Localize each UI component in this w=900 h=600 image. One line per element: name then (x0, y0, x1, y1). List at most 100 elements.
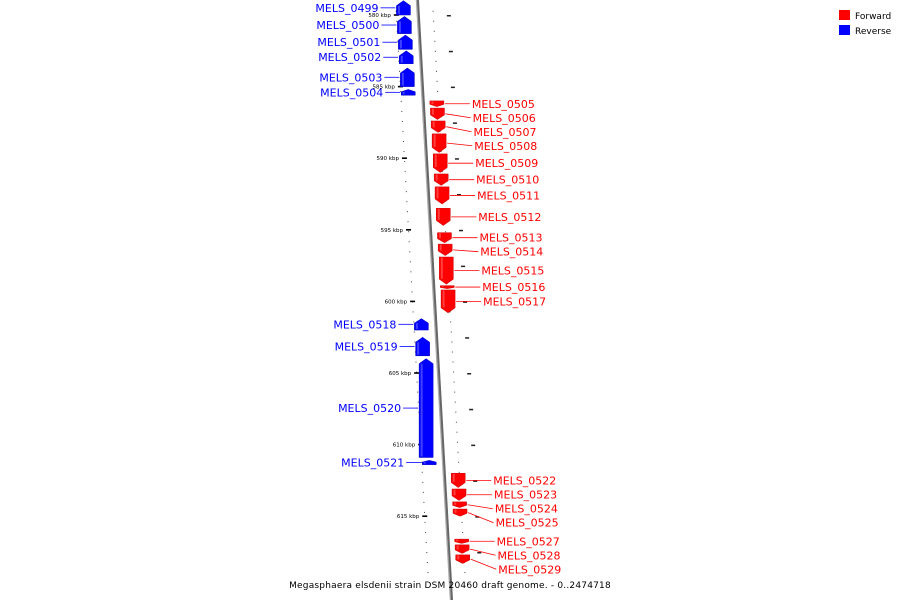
gene-arrow[interactable] (451, 488, 467, 501)
gene-arrow[interactable] (434, 186, 450, 205)
gene-label-leader (447, 142, 473, 147)
gene-label-mels_0527[interactable]: MELS_0527 (497, 535, 560, 548)
gene-arrow[interactable] (437, 243, 453, 256)
gene-label-mels_0509[interactable]: MELS_0509 (475, 157, 538, 170)
gene-arrow[interactable] (421, 460, 437, 465)
gene-mels_0514[interactable] (437, 243, 453, 256)
gene-arrow[interactable] (455, 554, 470, 564)
gene-label-mels_0512[interactable]: MELS_0512 (478, 211, 541, 224)
gene-mels_0510[interactable] (433, 173, 449, 186)
gene-label-mels_0525[interactable]: MELS_0525 (496, 517, 559, 530)
gene-arrow[interactable] (397, 16, 412, 34)
gene-label-mels_0520[interactable]: MELS_0520 (338, 402, 401, 415)
gene-label-mels_0507[interactable]: MELS_0507 (473, 126, 536, 139)
gene-mels_0512[interactable] (436, 208, 451, 226)
gene-label-mels_0502[interactable]: MELS_0502 (318, 51, 381, 64)
gene-label-mels_0504[interactable]: MELS_0504 (320, 86, 383, 99)
gene-mels_0520[interactable] (418, 358, 434, 458)
gene-label-leader (453, 249, 479, 253)
gene-label-mels_0513[interactable]: MELS_0513 (479, 232, 542, 245)
gene-mels_0525[interactable] (452, 508, 468, 517)
gene-label-mels_0524[interactable]: MELS_0524 (495, 503, 558, 516)
gene-arrow[interactable] (452, 508, 468, 517)
gene-mels_0515[interactable] (439, 256, 454, 285)
gene-arrow[interactable] (418, 358, 434, 458)
gene-highlight (436, 187, 439, 199)
gene-arrow[interactable] (432, 153, 448, 173)
gene-arrow[interactable] (431, 133, 447, 153)
gene-mels_0504[interactable] (400, 89, 416, 96)
gene-mels_0511[interactable] (434, 186, 450, 205)
gene-mels_0519[interactable] (415, 336, 430, 357)
gene-label-mels_0522[interactable]: MELS_0522 (493, 474, 556, 487)
gene-label-mels_0499[interactable]: MELS_0499 (315, 2, 378, 15)
gene-arrow[interactable] (400, 89, 416, 96)
major-dash (463, 301, 468, 303)
gene-label-mels_0505[interactable]: MELS_0505 (472, 98, 535, 111)
gene-arrow[interactable] (433, 173, 449, 186)
gene-arrow[interactable] (437, 232, 452, 243)
gene-label-mels_0518[interactable]: MELS_0518 (333, 318, 396, 331)
gene-label-mels_0528[interactable]: MELS_0528 (497, 549, 560, 562)
gene-mels_0529[interactable] (455, 554, 470, 564)
gene-arrow[interactable] (454, 544, 470, 554)
gene-mels_0507[interactable] (430, 120, 446, 133)
gene-mels_0522[interactable] (450, 472, 466, 488)
gene-label-mels_0515[interactable]: MELS_0515 (481, 265, 544, 278)
gene-arrow[interactable] (440, 285, 455, 289)
gene-label-mels_0508[interactable]: MELS_0508 (474, 140, 537, 153)
gene-mels_0517[interactable] (440, 289, 456, 314)
gene-label-mels_0523[interactable]: MELS_0523 (494, 489, 557, 502)
gene-label-mels_0506[interactable]: MELS_0506 (473, 112, 536, 125)
gene-mels_0527[interactable] (454, 538, 469, 544)
gene-arrow[interactable] (436, 208, 451, 226)
gene-mels_0513[interactable] (437, 232, 452, 243)
gene-mels_0524[interactable] (452, 501, 467, 508)
gene-arrow[interactable] (398, 50, 414, 64)
minor-dot (399, 70, 401, 72)
gene-mels_0506[interactable] (430, 107, 445, 120)
gene-label-mels_0517[interactable]: MELS_0517 (483, 295, 546, 308)
gene-label-mels_0519[interactable]: MELS_0519 (335, 341, 398, 354)
minor-dot (403, 151, 405, 153)
gene-mels_0521[interactable] (421, 460, 437, 465)
minor-dot (454, 401, 456, 403)
gene-arrow[interactable] (414, 318, 429, 331)
gene-mels_0500[interactable] (397, 16, 412, 34)
gene-arrow[interactable] (400, 67, 415, 87)
gene-mels_0502[interactable] (398, 50, 414, 64)
gene-arrow[interactable] (429, 100, 445, 107)
gene-label-mels_0521[interactable]: MELS_0521 (341, 457, 404, 470)
gene-arrow[interactable] (439, 256, 454, 285)
gene-mels_0518[interactable] (414, 318, 429, 331)
gene-highlight (397, 5, 400, 14)
major-dash (448, 50, 453, 53)
gene-label-mels_0510[interactable]: MELS_0510 (476, 174, 539, 187)
gene-mels_0523[interactable] (451, 488, 467, 501)
gene-mels_0501[interactable] (398, 34, 413, 50)
gene-arrow[interactable] (430, 120, 446, 133)
gene-mels_0503[interactable] (400, 67, 415, 87)
gene-mels_0516[interactable] (440, 285, 455, 289)
gene-arrow[interactable] (454, 538, 469, 544)
gene-arrow[interactable] (430, 107, 445, 120)
gene-arrow[interactable] (452, 501, 467, 508)
gene-label-mels_0511[interactable]: MELS_0511 (477, 189, 540, 202)
gene-arrow[interactable] (398, 34, 413, 50)
gene-arrow[interactable] (415, 336, 430, 357)
gene-label-mels_0516[interactable]: MELS_0516 (482, 281, 545, 294)
gene-mels_0499[interactable] (396, 0, 411, 16)
gene-label-mels_0529[interactable]: MELS_0529 (498, 563, 561, 576)
gene-arrow[interactable] (450, 472, 466, 488)
gene-mels_0508[interactable] (431, 133, 447, 153)
gene-arrow[interactable] (440, 289, 456, 314)
gene-label-mels_0500[interactable]: MELS_0500 (316, 19, 379, 32)
gene-label-mels_0501[interactable]: MELS_0501 (317, 36, 380, 49)
gene-arrow[interactable] (396, 0, 411, 16)
gene-mels_0505[interactable] (429, 100, 445, 107)
minor-dot (449, 311, 451, 313)
gene-mels_0528[interactable] (454, 544, 470, 554)
gene-mels_0509[interactable] (432, 153, 448, 173)
gene-label-mels_0514[interactable]: MELS_0514 (480, 246, 543, 259)
gene-label-mels_0503[interactable]: MELS_0503 (319, 71, 382, 84)
